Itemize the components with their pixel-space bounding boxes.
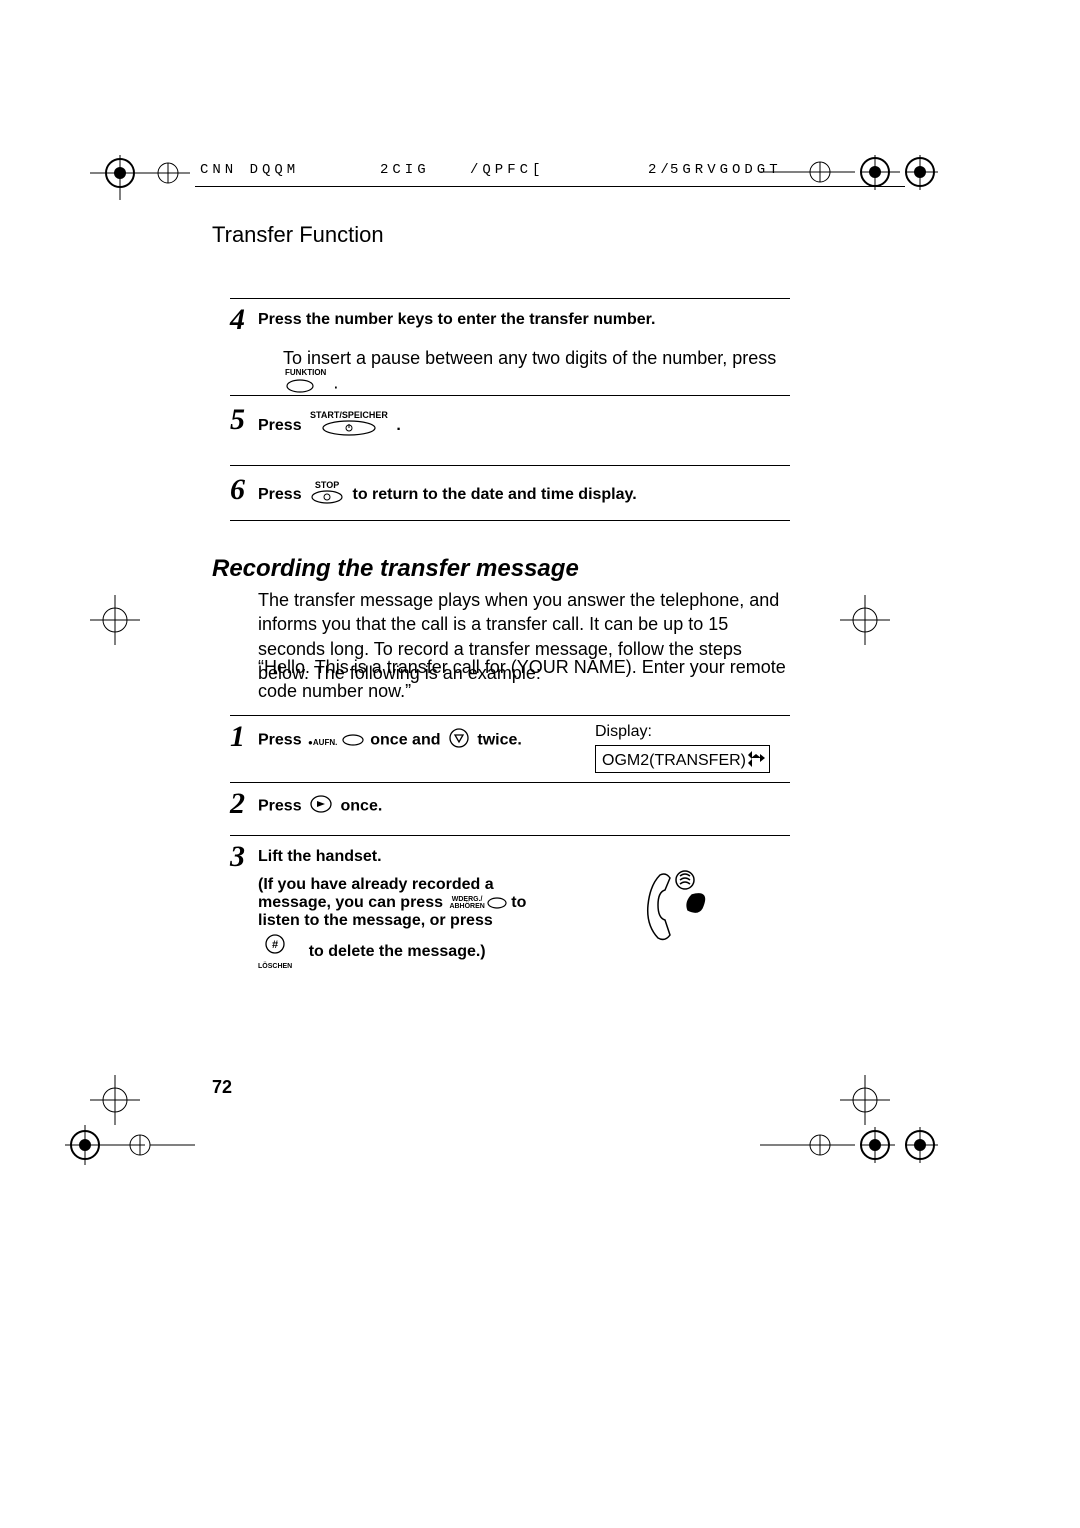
funktion-button-icon: FUNKTION	[285, 369, 326, 398]
step-line: Press START/SPEICHER .	[258, 411, 401, 441]
crop-mark-icon	[760, 1115, 940, 1175]
section-title: Transfer Function	[212, 222, 384, 248]
text: Press	[258, 732, 302, 749]
down-button-icon	[449, 728, 469, 753]
hash-button-icon: # LÖSCHEN	[258, 934, 292, 970]
step-title: Press the number keys to enter the trans…	[258, 311, 655, 329]
header-code: CNN DQQM	[200, 162, 299, 178]
step-line: Press once.	[258, 795, 382, 818]
step-number: 3	[230, 840, 245, 874]
text: to return to the date and time display.	[353, 486, 637, 503]
page-number: 72	[212, 1077, 232, 1098]
divider	[230, 835, 790, 836]
text: once and	[370, 732, 440, 749]
crop-mark-icon	[760, 150, 940, 200]
start-speicher-button-icon: START/SPEICHER	[310, 411, 388, 441]
text: Press	[258, 486, 302, 503]
text: Press	[258, 798, 302, 815]
divider	[230, 395, 790, 396]
crop-mark-icon	[840, 595, 890, 645]
crop-mark-icon	[55, 1115, 195, 1175]
text: .	[396, 417, 400, 434]
step-block: Lift the handset. (If you have already r…	[258, 848, 578, 970]
wderg-button-icon: WDERG./ ABHÖREN	[449, 896, 484, 910]
text: twice.	[477, 732, 521, 749]
step-line: Press ●AUFN. once and twice.	[258, 728, 522, 753]
display-value: OGM2(TRANSFER)	[602, 752, 746, 770]
step-body: To insert a pause between any two digits…	[283, 348, 793, 398]
text-line: # LÖSCHEN to delete the message.)	[258, 934, 578, 970]
display-arrows-icon	[746, 749, 766, 772]
divider	[230, 298, 790, 299]
text: listen to the message, or press	[258, 912, 578, 930]
step-number: 4	[230, 303, 245, 337]
aufn-button-icon: ●AUFN.	[308, 732, 364, 750]
header-code: 2CIG	[380, 162, 430, 178]
text: .	[333, 372, 338, 392]
divider	[230, 782, 790, 783]
text: once.	[341, 798, 383, 815]
divider	[230, 520, 790, 521]
text: Lift the handset.	[258, 848, 578, 866]
handset-illustration-icon	[630, 860, 720, 955]
paragraph: “Hello. This is a transfer call for (YOU…	[258, 655, 793, 704]
divider	[230, 715, 790, 716]
header-rule	[195, 186, 905, 187]
display-label: Display:	[595, 723, 652, 741]
header-code: 5GRVGODGT	[670, 162, 782, 178]
subsection-heading: Recording the transfer message	[212, 555, 579, 583]
text: To insert a pause between any two digits…	[283, 348, 776, 368]
page: CNN DQQM 2CIG /QPFC[ 5GRVGODGT 2/ Transf…	[0, 0, 1080, 1528]
step-number: 6	[230, 473, 245, 507]
header-code: 2/	[648, 162, 673, 178]
step-number: 1	[230, 720, 245, 754]
crop-mark-icon	[90, 155, 190, 215]
step-number: 5	[230, 403, 245, 437]
right-button-icon	[310, 795, 332, 818]
divider	[230, 465, 790, 466]
step-number: 2	[230, 787, 245, 821]
svg-text:#: #	[272, 939, 278, 951]
display-box: OGM2(TRANSFER)	[595, 745, 770, 773]
header-code: /QPFC[	[470, 162, 544, 178]
crop-mark-icon	[90, 595, 140, 645]
text: (If you have already recorded a	[258, 876, 578, 894]
step-line: Press STOP to return to the date and tim…	[258, 481, 637, 509]
text: Press	[258, 417, 302, 434]
stop-button-icon: STOP	[310, 481, 344, 509]
text-line: message, you can press WDERG./ ABHÖREN t…	[258, 894, 578, 912]
